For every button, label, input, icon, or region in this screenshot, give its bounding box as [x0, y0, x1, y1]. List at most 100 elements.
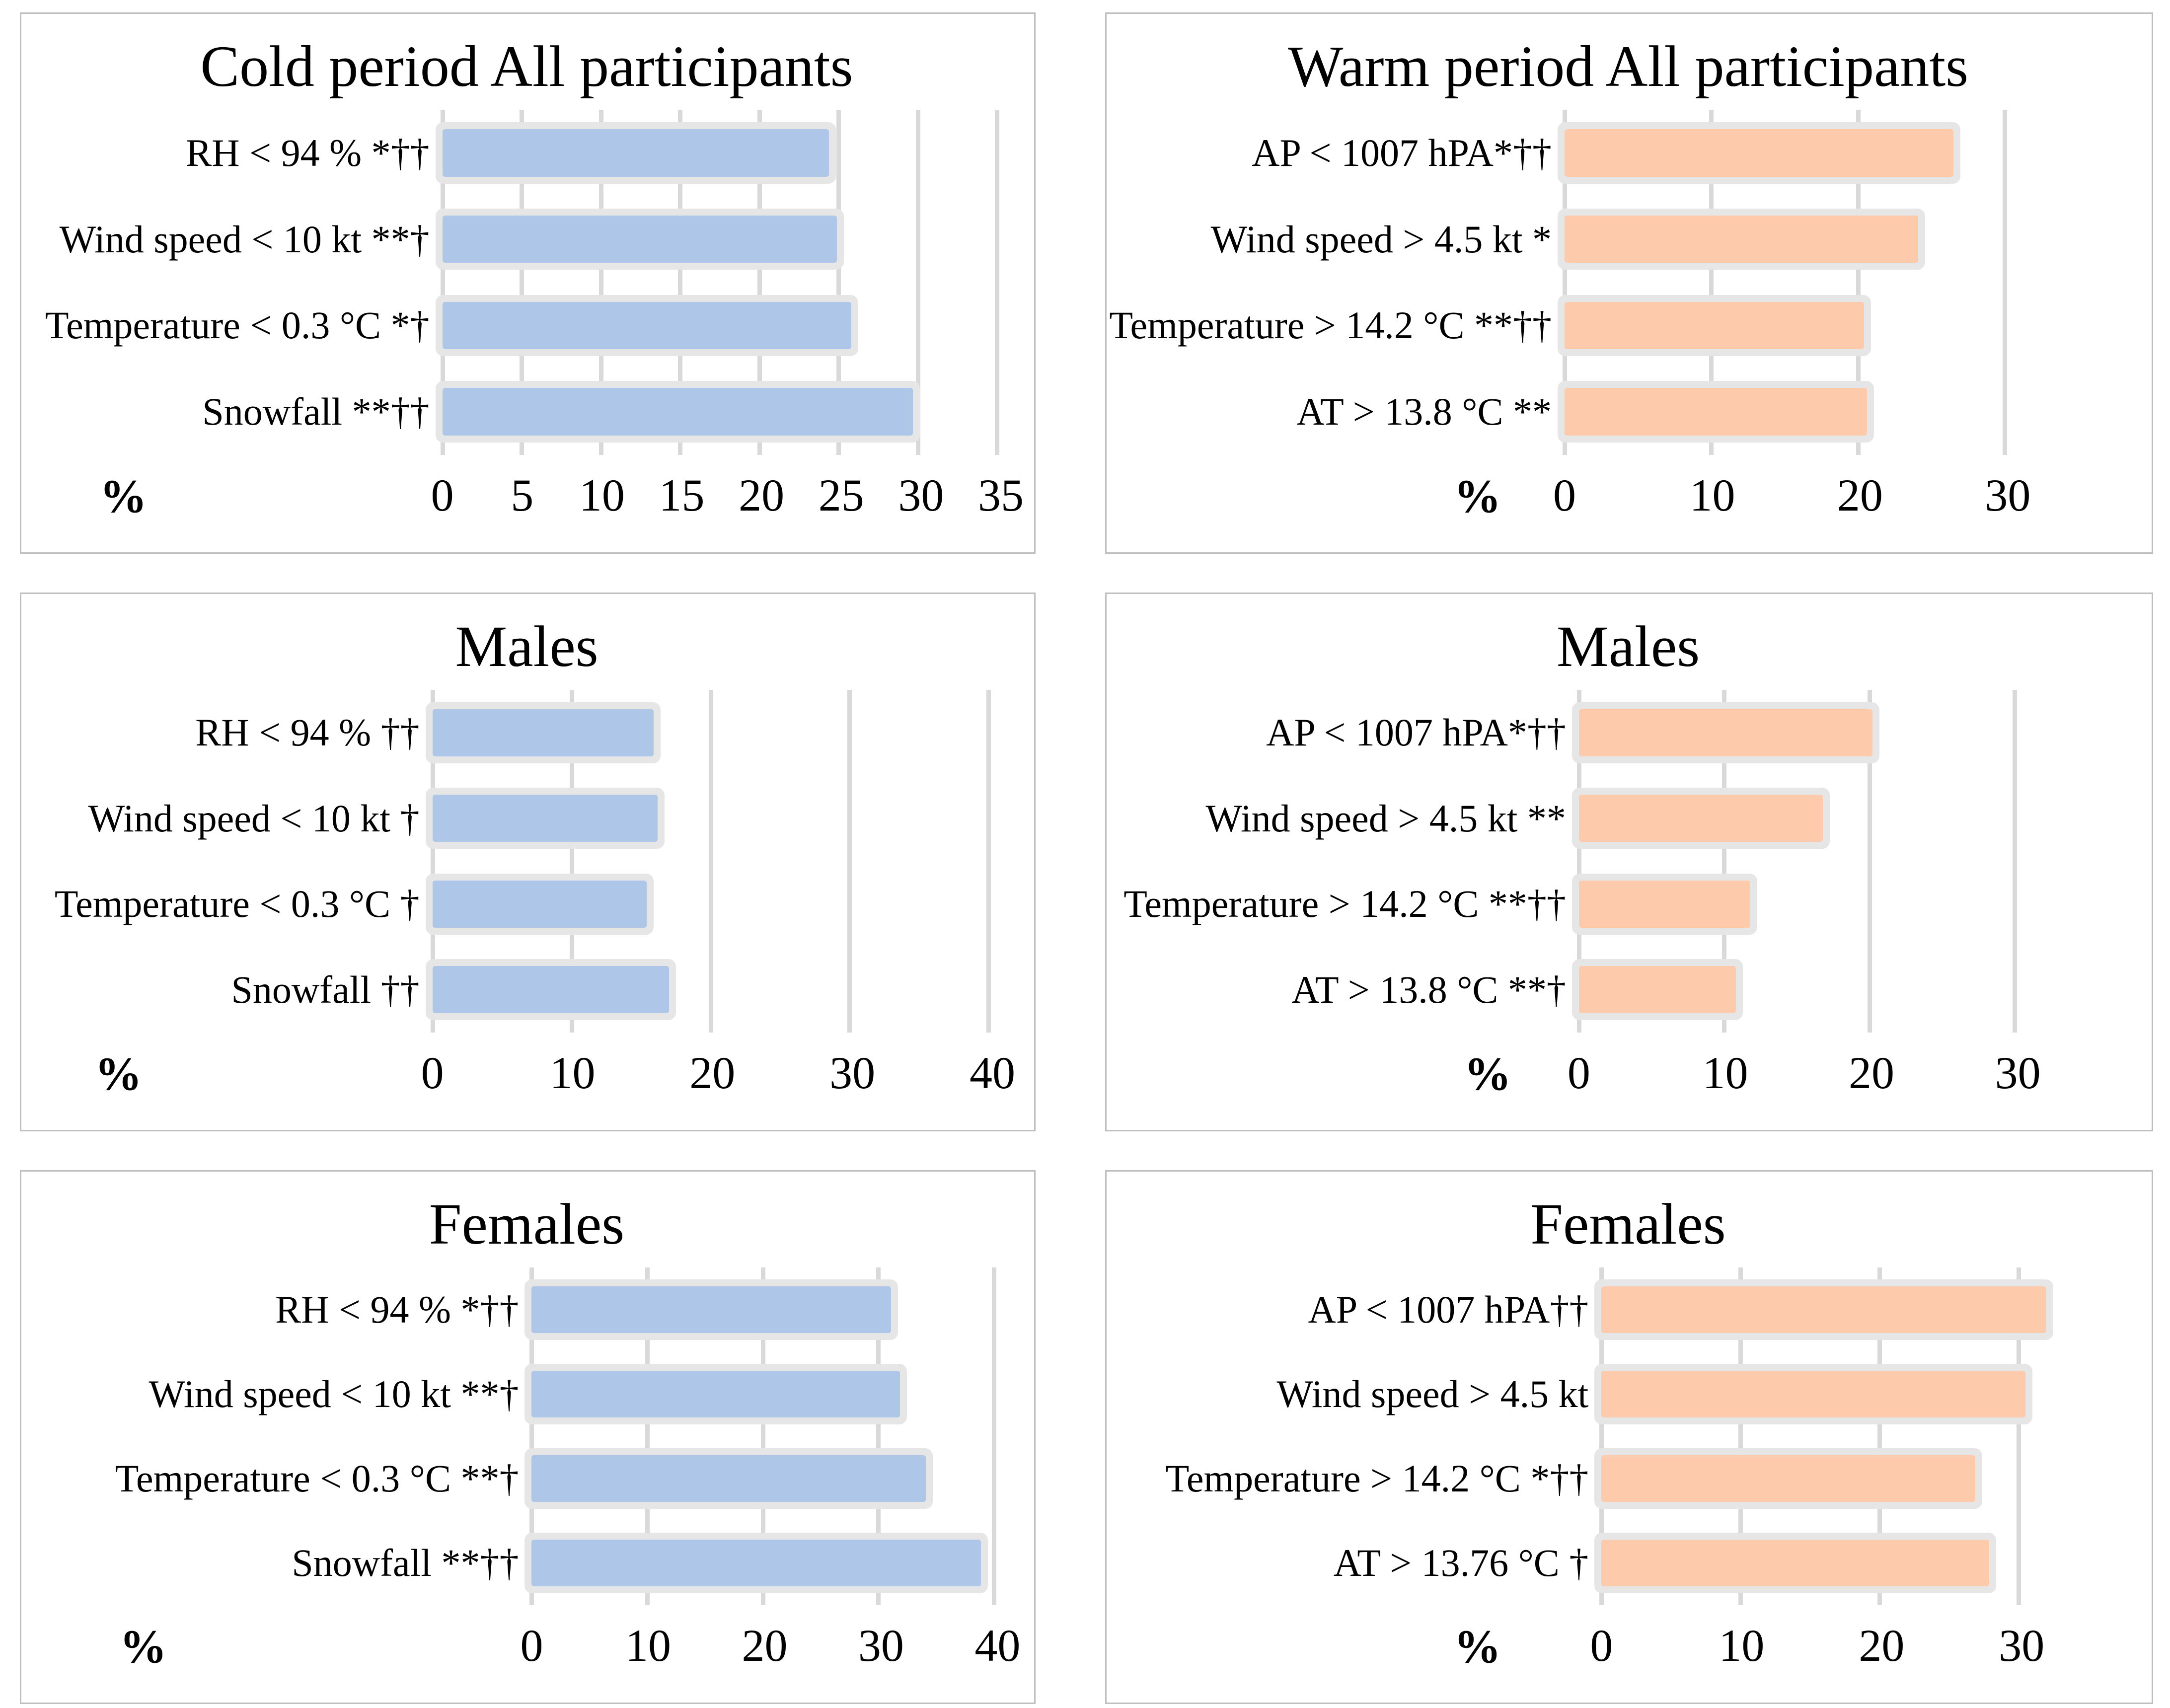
bar-row [432, 947, 1019, 1033]
category-label: Snowfall †† [231, 967, 420, 1011]
axis-tick: 30 [829, 1047, 876, 1098]
axis-tick: 10 [549, 1047, 596, 1098]
bars [442, 110, 1019, 455]
axis-tick: 30 [1985, 470, 2031, 520]
category-labels: RH < 94 % *†† Wind speed < 10 kt **† Tempe… [30, 110, 443, 455]
chart-title-males-cold: Males [455, 613, 599, 679]
x-axis-males-cold: % 0 10 20 30 40 [30, 1033, 1023, 1126]
chart-panel-females-cold: Females RH < 94 % *†† Wind speed < 10 kt *… [20, 1170, 1036, 1704]
bar-row [442, 196, 1019, 283]
axis-tick: 10 [1689, 470, 1735, 520]
bar-row [1578, 776, 2137, 862]
axis-tick: 10 [1702, 1047, 1748, 1098]
bar-warm-period-all-2 [1565, 301, 1864, 350]
bar-males-cold-1 [432, 795, 658, 842]
bars [432, 690, 1019, 1033]
gridline [520, 110, 524, 455]
gridline [986, 690, 991, 1033]
category-label: AT > 13.8 °C **† [1291, 967, 1566, 1011]
plot-grid [1599, 1267, 2137, 1605]
gridline [645, 1267, 650, 1605]
gridline [2003, 110, 2008, 455]
gridline [1722, 690, 1727, 1033]
gridline [1576, 690, 1581, 1033]
gridline [915, 110, 920, 455]
bar-row [1578, 861, 2137, 947]
axis-tick: 35 [978, 470, 1024, 520]
chart-title-females-warm: Females [1530, 1191, 1726, 1257]
axis-tick: 0 [1567, 1047, 1590, 1098]
chart-panel-cold-period-all: Cold period All participants RH < 94 % *†… [20, 12, 1036, 554]
axis-tick: 25 [818, 470, 864, 520]
percent-axis-label: % [119, 1620, 167, 1673]
percent-axis-label: % [99, 470, 147, 522]
category-label: Snowfall **†† [292, 1541, 519, 1584]
axis-tick: 20 [739, 470, 785, 520]
bars [1578, 690, 2137, 1033]
gridline [876, 1267, 881, 1605]
category-label: AT > 13.76 °C † [1333, 1541, 1589, 1584]
plot-grid [430, 690, 1019, 1033]
bar-females-warm-2 [1601, 1455, 1976, 1502]
percent-axis-label: % [1454, 1620, 1501, 1673]
bar-females-cold-0 [531, 1286, 891, 1333]
axis-tick: 5 [511, 470, 534, 520]
category-label: Temperature < 0.3 °C **† [115, 1457, 519, 1500]
gridline [1867, 690, 1872, 1033]
axis-tick: 20 [1837, 470, 1883, 520]
gridline [2017, 1267, 2021, 1605]
bar-males-warm-2 [1578, 880, 1751, 928]
gridline [847, 690, 852, 1033]
gridline [760, 1267, 765, 1605]
category-label: Temperature > 14.2 °C *†† [1165, 1457, 1589, 1500]
bar-row [442, 369, 1019, 455]
bars [1565, 110, 2137, 455]
bar-females-cold-2 [531, 1455, 926, 1502]
bar-cold-period-all-1 [442, 215, 837, 263]
chart-panel-warm-period-all: Warm period All participants AP < 1007 hP… [1105, 12, 2153, 554]
category-label: Wind speed < 10 kt **† [59, 217, 430, 261]
bar-females-cold-1 [531, 1371, 900, 1417]
axis-tick: 20 [689, 1047, 736, 1098]
category-label: RH < 94 % †† [195, 711, 420, 754]
plot-area-males-cold: RH < 94 % †† Wind speed < 10 kt † Temperat… [30, 690, 1023, 1033]
chart-title-females-cold: Females [429, 1191, 625, 1257]
bar-row [442, 110, 1019, 196]
category-label: Wind speed > 4.5 kt [1276, 1372, 1589, 1415]
bar-row [442, 283, 1019, 369]
bar-females-warm-0 [1601, 1286, 2047, 1333]
percent-axis-label: % [1454, 470, 1501, 522]
category-label: Wind speed > 4.5 kt ** [1205, 796, 1566, 840]
axis-tick: 30 [1995, 1047, 2041, 1098]
bar-row [531, 1267, 1019, 1352]
bar-row [1578, 947, 2137, 1033]
chart-title-warm-period-all: Warm period All participants [1287, 33, 1969, 99]
plot-area-warm-period-all: AP < 1007 hPA*†† Wind speed > 4.5 kt * Tem… [1109, 110, 2141, 455]
x-axis-warm-period-all: % 0 10 20 30 [1116, 455, 2141, 548]
category-label: AP < 1007 hPA*†† [1266, 711, 1566, 754]
bar-males-cold-0 [432, 709, 654, 756]
axis-tick: 0 [1590, 1620, 1613, 1671]
bar-row [432, 690, 1019, 776]
percent-axis-label: % [1464, 1047, 1511, 1100]
gridline [430, 690, 435, 1033]
bar-cold-period-all-0 [442, 129, 829, 177]
bar-row [1601, 1436, 2137, 1521]
bar-row [1578, 690, 2137, 776]
bar-row [1601, 1352, 2137, 1436]
bar-males-warm-1 [1578, 795, 1823, 842]
bar-row [1565, 369, 2137, 455]
plot-area-cold-period-all: RH < 94 % *†† Wind speed < 10 kt **† Tempe… [30, 110, 1023, 455]
bars [1601, 1267, 2137, 1605]
gridline [708, 690, 713, 1033]
axis-tick: 30 [1999, 1620, 2045, 1671]
bar-females-cold-3 [531, 1540, 981, 1586]
x-axis-females-cold: % 0 10 20 30 40 [30, 1605, 1023, 1699]
bar-row [1601, 1267, 2137, 1352]
bar-row [1565, 196, 2137, 283]
gridline [2013, 690, 2018, 1033]
bar-males-cold-2 [432, 880, 647, 928]
figure-grid: Cold period All participants RH < 94 % *†… [20, 12, 2153, 1704]
category-labels: RH < 94 % †† Wind speed < 10 kt † Temperat… [30, 690, 433, 1033]
category-label: AT > 13.8 °C ** [1296, 390, 1552, 434]
